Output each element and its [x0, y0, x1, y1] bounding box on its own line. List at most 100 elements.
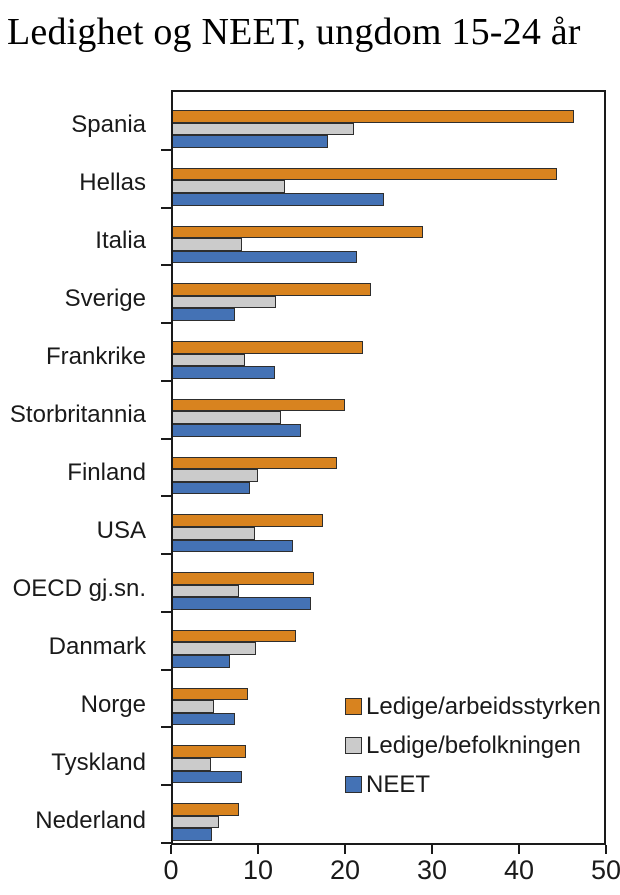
category-label: Frankrike [45, 342, 146, 370]
category-label: Finland [67, 459, 146, 486]
x-tick-label: 30 [416, 855, 448, 885]
bar-ledige-arbeidsstyrken [173, 341, 363, 354]
y-tick [161, 206, 171, 209]
bar-group [173, 629, 604, 668]
bar-ledige-arbeidsstyrken [173, 167, 557, 181]
bar-group [173, 687, 604, 726]
y-tick [161, 842, 171, 844]
bar-ledige-befolkningen [173, 122, 355, 136]
bar-row [173, 670, 604, 728]
bar-ledige-arbeidsstyrken [173, 456, 337, 470]
category-label: Norge [80, 691, 146, 719]
bar-ledige-befolkningen [173, 180, 286, 193]
bar-neet [173, 597, 311, 610]
bar-ledige-arbeidsstyrken [173, 283, 372, 296]
bar-group [173, 341, 604, 379]
bar-group [173, 398, 604, 437]
bar-row [173, 208, 604, 266]
bar-row [173, 92, 604, 150]
bar-row [173, 150, 604, 208]
bar-ledige-befolkningen [173, 295, 277, 309]
y-tick [161, 264, 171, 267]
y-tick [161, 437, 171, 440]
bar-ledige-arbeidsstyrken [173, 629, 297, 643]
x-tick-label: 10 [242, 855, 274, 885]
bar-neet [173, 366, 275, 379]
x-tick [518, 845, 520, 854]
bar-ledige-arbeidsstyrken [173, 514, 323, 527]
bar-group [173, 225, 604, 264]
bar-group [173, 109, 604, 148]
bar-group [173, 803, 604, 841]
bar-group [173, 572, 604, 610]
x-tick [170, 845, 172, 854]
bar-row [173, 554, 604, 612]
legend-item: NEET [345, 765, 601, 804]
bar-ledige-befolkningen [173, 238, 242, 251]
category-label: Nederland [35, 807, 146, 835]
category-label: Tyskland [51, 749, 146, 777]
legend-label: Ledige/befolkningen [366, 731, 581, 759]
x-tick-label: 50 [590, 855, 620, 885]
bar-group [173, 745, 604, 784]
legend: Ledige/arbeidsstyrken Ledige/befolkningen… [345, 687, 601, 804]
y-tick [161, 784, 171, 787]
legend-item: Ledige/befolkningen [345, 726, 601, 765]
legend-item: Ledige/arbeidsstyrken [345, 687, 601, 726]
y-tick [161, 322, 171, 325]
category-label: Hellas [79, 168, 146, 196]
bar-ledige-arbeidsstyrken [173, 398, 346, 412]
legend-label: Ledige/arbeidsstyrken [366, 692, 601, 720]
bar-ledige-arbeidsstyrken [173, 572, 314, 585]
bar-ledige-befolkningen [173, 411, 281, 424]
category-label: USA [96, 517, 146, 545]
category-label: Italia [95, 226, 146, 254]
bar-group [173, 456, 604, 495]
bar-neet [173, 539, 293, 553]
bar-rows [173, 92, 604, 843]
bar-row [173, 381, 604, 439]
bar-ledige-befolkningen [173, 642, 256, 656]
bar-ledige-arbeidsstyrken [173, 687, 248, 701]
y-tick [161, 495, 171, 498]
bar-group [173, 283, 604, 322]
category-label: Danmark [48, 633, 146, 661]
category-label: Sverige [64, 284, 146, 312]
bar-ledige-befolkningen [173, 815, 219, 829]
bar-neet [173, 655, 230, 668]
legend-label: NEET [366, 770, 431, 798]
bar-neet [173, 424, 302, 437]
y-tick [161, 553, 171, 556]
bar-row [173, 496, 604, 554]
category-label: Spania [71, 110, 146, 138]
y-tick [161, 610, 171, 613]
y-axis-labels: Spania Hellas Italia Sverige Frankrike Storbr… [0, 90, 146, 845]
bar-row [173, 265, 604, 323]
bar-ledige-befolkningen [173, 469, 259, 482]
bar-ledige-befolkningen [173, 584, 239, 598]
bar-ledige-befolkningen [173, 526, 255, 540]
x-tick [344, 845, 346, 854]
x-tick [431, 845, 433, 854]
bar-row [173, 323, 604, 381]
bar-neet [173, 481, 250, 495]
bar-group [173, 167, 604, 206]
bar-ledige-befolkningen [173, 758, 211, 771]
y-tick [161, 668, 171, 671]
bar-neet [173, 135, 329, 148]
plot-area: Ledige/arbeidsstyrken Ledige/befolkningen… [161, 90, 606, 845]
legend-swatch-icon [345, 698, 362, 715]
x-tick [605, 845, 607, 854]
bar-neet [173, 712, 236, 726]
bar-row [173, 439, 604, 497]
x-tick-label: 40 [503, 855, 535, 885]
legend-swatch-icon [345, 737, 362, 754]
bar-row [173, 612, 604, 670]
x-tick-label: 20 [329, 855, 361, 885]
bar-neet [173, 308, 236, 322]
bar-neet [173, 770, 242, 784]
y-tick [161, 379, 171, 382]
bar-ledige-arbeidsstyrken [173, 745, 247, 758]
bar-group [173, 514, 604, 553]
